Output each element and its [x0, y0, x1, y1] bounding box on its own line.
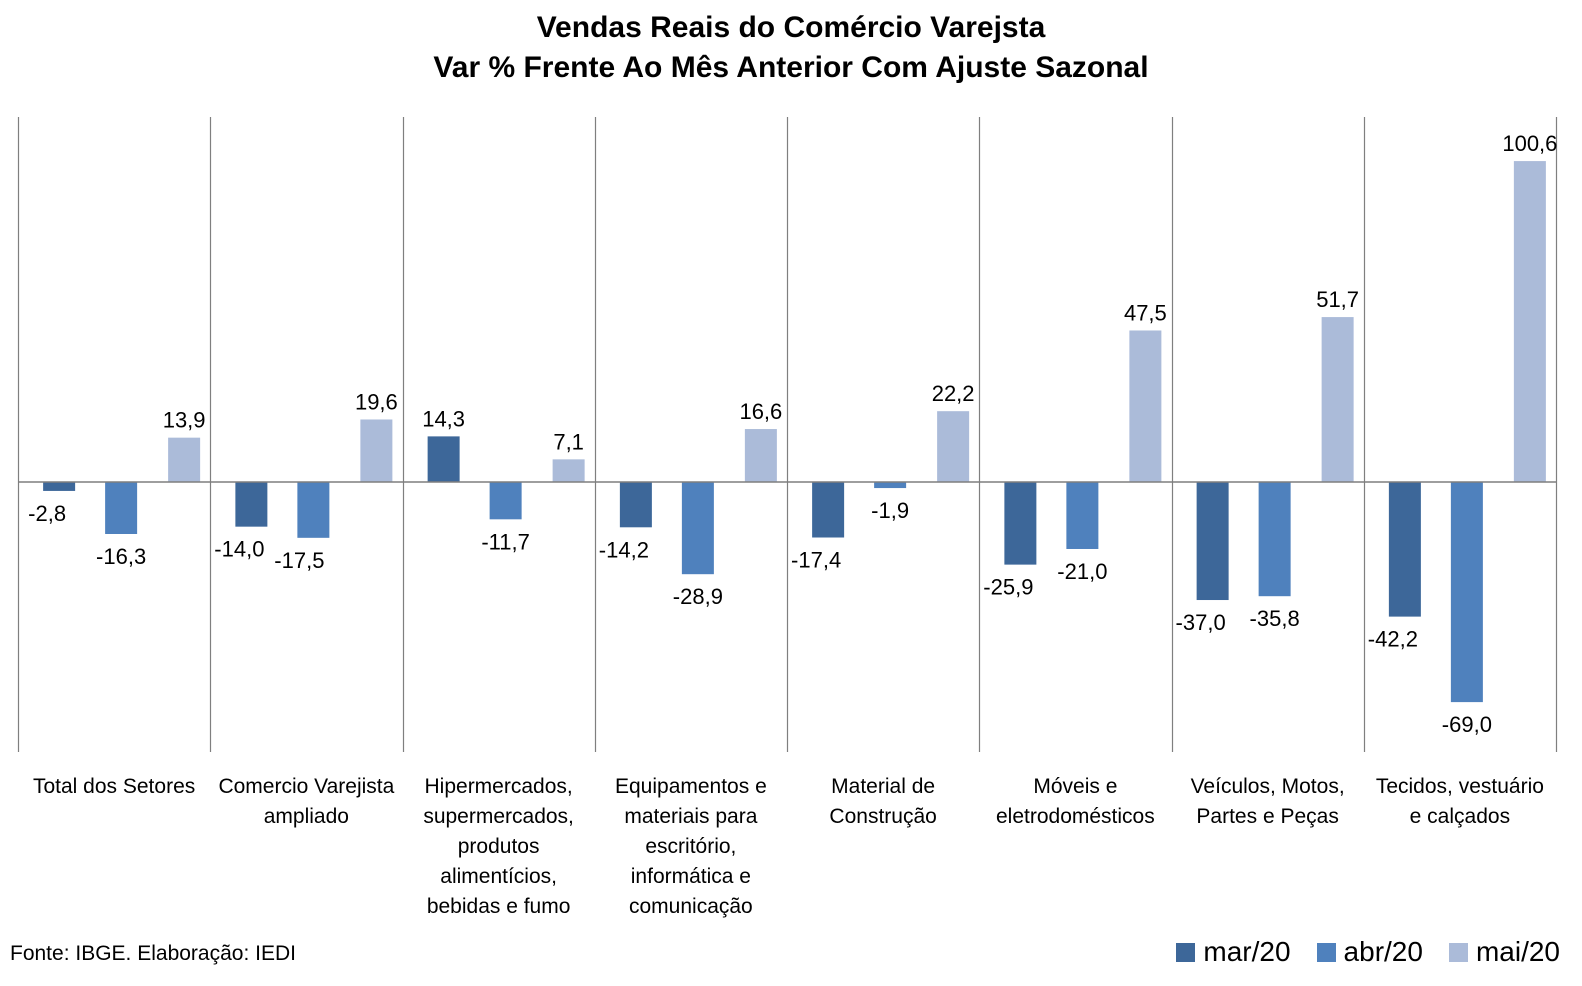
category-label: Veículos, Motos,	[1191, 775, 1345, 798]
legend: mar/20 abr/20 mai/20	[1150, 936, 1560, 968]
bar	[1388, 482, 1421, 617]
title-line-2: Var % Frente Ao Mês Anterior Com Ajuste …	[433, 51, 1149, 84]
category-label: Material de	[831, 775, 935, 798]
bar	[874, 482, 907, 489]
data-label: -1,9	[871, 498, 909, 523]
bar	[1321, 317, 1354, 482]
category-label: escritório,	[645, 835, 736, 858]
chart-title: Vendas Reais do Comércio Varejsta Var % …	[0, 8, 1582, 88]
data-label: -2,8	[28, 501, 66, 526]
bar	[1004, 482, 1037, 565]
category-label: materiais para	[624, 805, 757, 828]
data-label: 7,1	[553, 429, 584, 454]
bar	[619, 482, 652, 528]
data-label: -42,2	[1368, 627, 1418, 652]
bar	[1513, 161, 1546, 482]
category-label: Móveis e	[1033, 775, 1117, 798]
legend-label: abr/20	[1343, 936, 1423, 967]
bar	[1129, 330, 1162, 482]
data-label: -14,0	[214, 537, 264, 562]
category-label: bebidas e fumo	[427, 895, 571, 918]
data-label: 51,7	[1316, 287, 1359, 312]
category-label: e calçados	[1410, 805, 1510, 828]
bar	[1450, 482, 1483, 703]
data-label: -69,0	[1442, 712, 1492, 737]
bar	[744, 429, 777, 482]
bar	[552, 459, 585, 482]
data-label: -37,0	[1176, 610, 1226, 635]
data-label: -35,8	[1250, 606, 1300, 631]
data-label: -11,7	[481, 529, 530, 554]
legend-swatch	[1176, 942, 1196, 962]
data-label: 47,5	[1124, 300, 1167, 325]
category-label: Partes e Peças	[1196, 805, 1338, 828]
data-label: -28,9	[673, 584, 723, 609]
data-label: -16,3	[96, 544, 146, 569]
bar	[168, 437, 201, 482]
bar	[105, 482, 138, 534]
data-label: 16,6	[739, 399, 782, 424]
category-label: Equipamentos e	[615, 775, 767, 798]
bar	[297, 482, 330, 538]
category-label: alimentícios,	[440, 865, 557, 888]
category-label: Tecidos, vestuário	[1376, 775, 1544, 798]
data-label: -25,9	[983, 575, 1033, 600]
legend-item: mai/20	[1448, 936, 1560, 968]
legend-item: mar/20	[1176, 936, 1291, 968]
category-label: supermercados,	[423, 805, 574, 828]
bar	[812, 482, 845, 538]
title-line-1: Vendas Reais do Comércio Varejsta	[536, 11, 1046, 44]
category-label: ampliado	[264, 805, 349, 828]
legend-label: mai/20	[1475, 936, 1560, 967]
data-label: 100,6	[1502, 131, 1557, 156]
data-label: 22,2	[932, 381, 975, 406]
category-label: produtos	[458, 835, 540, 858]
data-label: -14,2	[599, 537, 649, 562]
category-label: Comercio Varejista	[218, 775, 394, 798]
data-label: 14,3	[422, 406, 465, 431]
bar	[937, 411, 970, 482]
bar	[1258, 482, 1291, 597]
bar	[360, 419, 393, 482]
category-label: eletrodomésticos	[996, 805, 1155, 828]
bar	[489, 482, 522, 520]
bar	[427, 436, 460, 482]
legend-item: abr/20	[1316, 936, 1423, 968]
bar	[1196, 482, 1229, 601]
category-label: Construção	[829, 805, 936, 828]
data-label: -17,4	[791, 548, 841, 573]
bar	[43, 482, 76, 491]
bar	[235, 482, 268, 527]
legend-label: mar/20	[1203, 936, 1291, 967]
category-label: informática e	[631, 865, 751, 888]
data-label: 13,9	[163, 408, 206, 433]
legend-swatch	[1448, 942, 1468, 962]
data-label: 19,6	[355, 389, 398, 414]
category-label: comunicação	[629, 895, 753, 918]
bar	[681, 482, 714, 575]
data-label: -21,0	[1057, 559, 1107, 584]
legend-swatch	[1316, 942, 1336, 962]
source-note: Fonte: IBGE. Elaboração: IEDI	[10, 942, 296, 965]
category-label: Total dos Setores	[33, 775, 195, 798]
data-label: -17,5	[274, 548, 324, 573]
category-label: Hipermercados,	[425, 775, 573, 798]
bar	[1066, 482, 1099, 549]
